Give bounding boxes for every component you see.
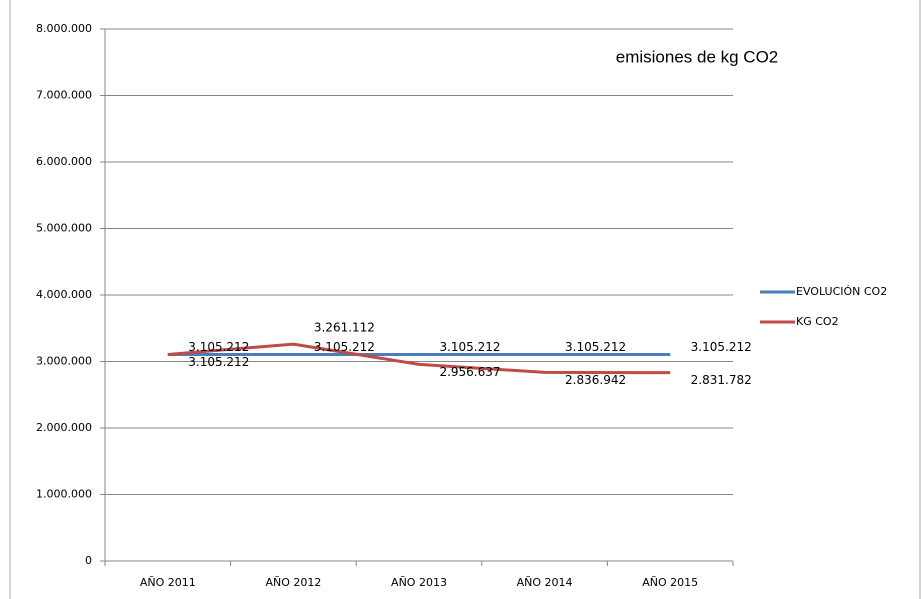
x-tick-label: AÑO 2014 [517,576,573,589]
x-tick-label: AÑO 2012 [265,576,321,589]
series-line [167,342,671,375]
legend-label: KG CO2 [796,315,839,328]
data-label: 3.105.212 [565,340,626,354]
y-tick-label: 3.000.000 [36,355,92,368]
y-tick-label: 2.000.000 [36,421,92,434]
data-label: 3.105.212 [314,340,375,354]
legend-label: EVOLUCIÓN CO2 [796,285,887,298]
data-label: 3.105.212 [188,355,249,369]
y-tick-label: 0 [85,554,92,567]
y-tick-label: 8.000.000 [36,22,92,35]
x-tick-label: AÑO 2013 [391,576,447,589]
x-tick-label: AÑO 2015 [642,576,698,589]
chart-title: emisiones de kg CO2 [616,47,779,66]
data-label: 3.105.212 [439,340,500,354]
data-label: 2.956.637 [439,365,500,379]
data-label: 2.831.782 [691,373,752,387]
data-label: 3.261.112 [314,321,375,335]
y-tick-label: 1.000.000 [36,488,92,501]
y-tick-label: 7.000.000 [36,89,92,102]
y-tick-label: 5.000.000 [36,222,92,235]
y-tick-label: 4.000.000 [36,288,92,301]
chart-frame [9,0,921,599]
x-tick-label: AÑO 2011 [140,576,196,589]
y-tick-label: 6.000.000 [36,155,92,168]
data-label: 2.836.942 [565,373,626,387]
data-label: 3.105.212 [188,340,249,354]
data-label: 3.105.212 [691,340,752,354]
